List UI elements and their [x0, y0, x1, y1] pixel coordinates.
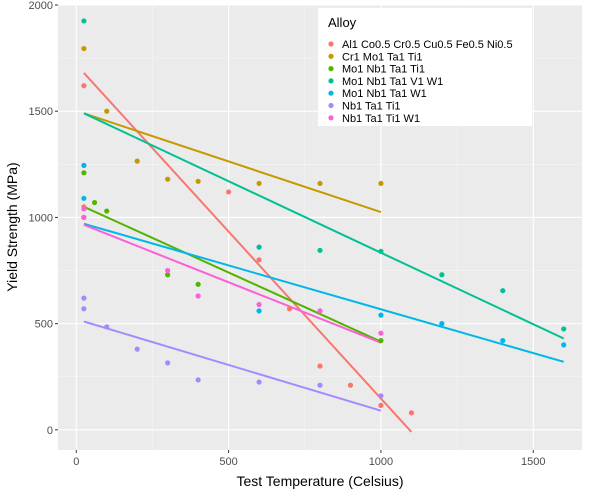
trend-line-series-2 [83, 205, 382, 343]
data-point-series-1 [378, 180, 384, 187]
data-point-series-6 [81, 214, 87, 221]
trend-line-series-1 [83, 112, 382, 214]
data-point-series-0 [81, 83, 87, 89]
y-tick-label: 1000 [29, 212, 53, 224]
legend-label-4: Mo1 Nb1 Ta1 W1 [342, 88, 427, 100]
data-point-series-1 [256, 180, 262, 187]
data-point-series-3 [439, 272, 445, 278]
data-point-series-2 [195, 281, 201, 287]
data-point-series-6 [165, 267, 171, 274]
data-point-series-4 [500, 338, 506, 344]
data-point-series-3 [500, 288, 506, 294]
x-tick-label: 500 [219, 456, 237, 468]
y-tick-label: 1500 [29, 106, 53, 118]
data-point-series-6 [81, 206, 87, 212]
data-point-series-5 [317, 382, 323, 388]
data-point-series-2 [104, 208, 110, 214]
data-point-series-1 [317, 180, 323, 187]
legend-label-0: Al1 Co0.5 Cr0.5 Cu0.5 Fe0.5 Ni0.5 [342, 39, 513, 51]
y-tick-label: 2000 [29, 0, 53, 12]
legend-key-4 [328, 90, 334, 96]
data-point-series-5 [165, 360, 171, 366]
data-point-series-1 [104, 108, 110, 114]
data-point-series-0 [378, 402, 384, 408]
x-tick-label: 1500 [521, 456, 545, 468]
data-point-series-5 [195, 377, 201, 383]
trend-line-series-6 [83, 223, 382, 344]
data-point-series-1 [165, 176, 171, 182]
legend-key-5 [328, 102, 334, 109]
data-point-series-3 [561, 326, 567, 332]
data-point-series-5 [134, 346, 140, 352]
data-point-series-1 [195, 178, 201, 184]
data-point-series-6 [317, 308, 323, 314]
legend-key-6 [328, 115, 334, 121]
y-axis-ticks: 0 500 1000 1500 2000 [29, 0, 58, 437]
y-axis-title: Yield Strength (MPa) [4, 162, 20, 291]
data-point-series-1 [81, 45, 87, 52]
trend-line-series-3 [83, 112, 565, 340]
data-point-series-0 [286, 306, 293, 312]
data-point-series-2 [81, 170, 87, 176]
y-tick-label: 500 [35, 319, 53, 331]
data-point-series-2 [165, 272, 171, 278]
data-point-series-5 [81, 295, 87, 301]
legend-label-6: Nb1 Ta1 Ti1 W1 [342, 113, 420, 125]
data-point-series-6 [256, 301, 262, 308]
data-point-series-6 [195, 293, 201, 299]
data-point-series-4 [81, 195, 87, 201]
legend-label-2: Mo1 Nb1 Ta1 Ti1 [342, 64, 425, 76]
x-axis-ticks: 0 500 1000 1500 [73, 450, 545, 468]
data-point-series-1 [134, 158, 140, 164]
legend-label-1: Cr1 Mo1 Ta1 Ti1 [342, 51, 423, 63]
data-point-series-5 [256, 379, 262, 385]
data-point-series-0 [408, 410, 414, 416]
data-point-series-3 [378, 248, 384, 254]
data-point-series-2 [378, 338, 384, 344]
legend-key-3 [328, 78, 334, 84]
x-tick-label: 1000 [369, 456, 393, 468]
data-point-series-4 [256, 308, 262, 314]
data-point-series-4 [378, 312, 384, 318]
data-point-series-4 [439, 321, 445, 327]
trend-line-series-4 [83, 222, 564, 363]
trend-line-series-5 [83, 320, 382, 412]
data-point-series-3 [317, 247, 323, 253]
data-point-series-5 [81, 306, 87, 312]
data-point-series-3 [256, 244, 262, 250]
data-point-series-6 [378, 330, 384, 336]
y-tick-label: 0 [47, 425, 53, 437]
legend-label-3: Mo1 Nb1 Ta1 V1 W1 [342, 76, 443, 88]
legend: Alloy Al1 Co0.5 Cr0.5 Cu0.5 Fe0.5 Ni0.5C… [318, 8, 532, 126]
data-point-series-5 [378, 393, 384, 399]
data-point-series-3 [81, 18, 87, 24]
data-point-series-0 [226, 189, 232, 195]
data-point-series-4 [561, 342, 567, 348]
data-points [81, 18, 567, 416]
data-point-series-0 [347, 382, 354, 388]
legend-key-1 [328, 53, 334, 59]
legend-label-5: Nb1 Ta1 Ti1 [342, 101, 401, 113]
trend-lines [83, 72, 565, 433]
legend-title: Alloy [328, 15, 357, 30]
data-point-series-0 [317, 363, 323, 369]
data-point-series-4 [81, 162, 87, 168]
data-point-series-0 [256, 257, 262, 263]
trend-line-series-0 [83, 72, 413, 433]
legend-key-0 [328, 41, 334, 47]
x-axis-title: Test Temperature (Celsius) [236, 473, 403, 489]
data-point-series-5 [104, 324, 110, 330]
legend-background [318, 8, 532, 126]
legend-key-2 [328, 66, 334, 72]
data-point-series-2 [91, 199, 98, 206]
x-tick-label: 0 [73, 456, 79, 468]
